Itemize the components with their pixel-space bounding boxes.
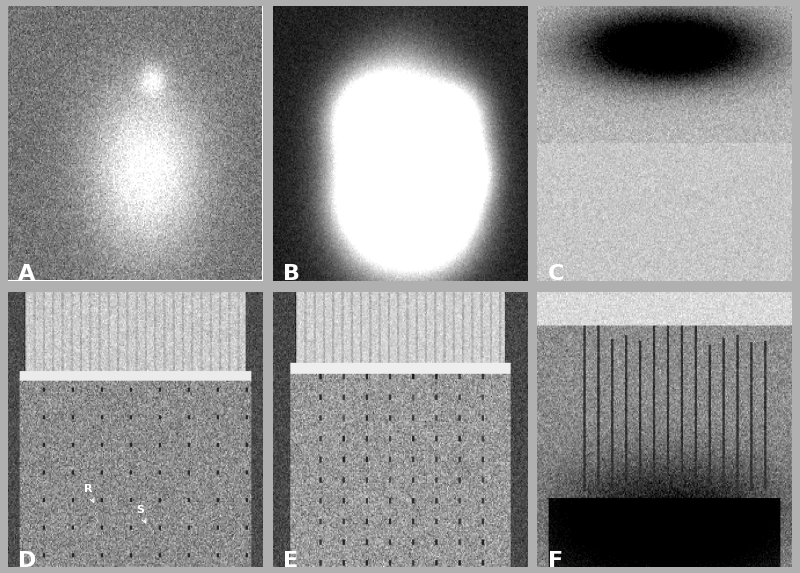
Text: E: E	[283, 551, 298, 571]
Text: F: F	[548, 551, 562, 571]
Text: B: B	[283, 265, 300, 284]
Text: C: C	[548, 265, 564, 284]
Text: A: A	[18, 265, 35, 284]
Text: R: R	[84, 484, 94, 503]
Text: S: S	[136, 505, 146, 523]
Text: D: D	[18, 551, 37, 571]
